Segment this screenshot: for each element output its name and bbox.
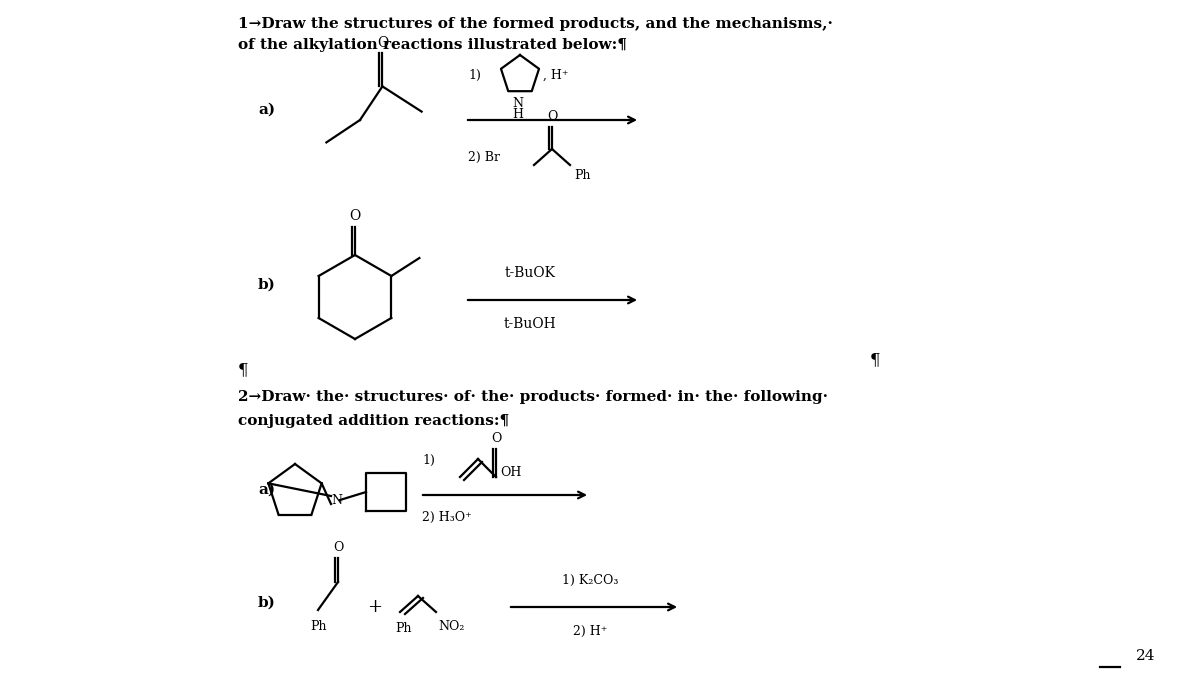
- Text: O: O: [377, 36, 388, 50]
- Text: N: N: [512, 97, 523, 110]
- Text: of the alkylation reactions illustrated below:¶: of the alkylation reactions illustrated …: [238, 38, 628, 52]
- Text: 2) Br: 2) Br: [468, 151, 500, 163]
- Text: a): a): [258, 483, 275, 497]
- Text: b): b): [258, 596, 276, 610]
- Text: ¶: ¶: [238, 362, 248, 379]
- Text: Ph: Ph: [310, 620, 326, 633]
- Text: a): a): [258, 103, 275, 117]
- Text: 1→Draw the structures of the formed products, and the mechanisms,·: 1→Draw the structures of the formed prod…: [238, 17, 833, 31]
- Text: 2) H₃O⁺: 2) H₃O⁺: [422, 510, 472, 524]
- Text: Ph: Ph: [574, 169, 590, 182]
- Text: 1): 1): [422, 454, 434, 466]
- Text: 1) K₂CO₃: 1) K₂CO₃: [562, 574, 618, 587]
- Text: ¶: ¶: [870, 352, 881, 369]
- Text: H: H: [512, 108, 523, 121]
- Text: b): b): [258, 278, 276, 292]
- Text: O: O: [332, 541, 343, 554]
- Text: 1): 1): [468, 68, 481, 82]
- Text: +: +: [367, 598, 383, 616]
- Text: 2) H⁺: 2) H⁺: [572, 625, 607, 638]
- Text: t-BuOK: t-BuOK: [504, 266, 556, 280]
- Text: OH: OH: [500, 466, 521, 479]
- Text: 24: 24: [1135, 649, 1154, 663]
- Text: conjugated addition reactions:¶: conjugated addition reactions:¶: [238, 414, 509, 428]
- Text: NO₂: NO₂: [438, 620, 464, 633]
- Text: O: O: [547, 110, 557, 123]
- Text: t-BuOH: t-BuOH: [504, 317, 557, 331]
- Text: Ph: Ph: [395, 622, 412, 635]
- Text: , H⁺: , H⁺: [542, 68, 569, 82]
- Text: N: N: [331, 493, 342, 506]
- Text: O: O: [491, 432, 502, 445]
- Text: 2→Draw· the· structures· of· the· products· formed· in· the· following·: 2→Draw· the· structures· of· the· produc…: [238, 390, 828, 404]
- Text: O: O: [349, 209, 361, 223]
